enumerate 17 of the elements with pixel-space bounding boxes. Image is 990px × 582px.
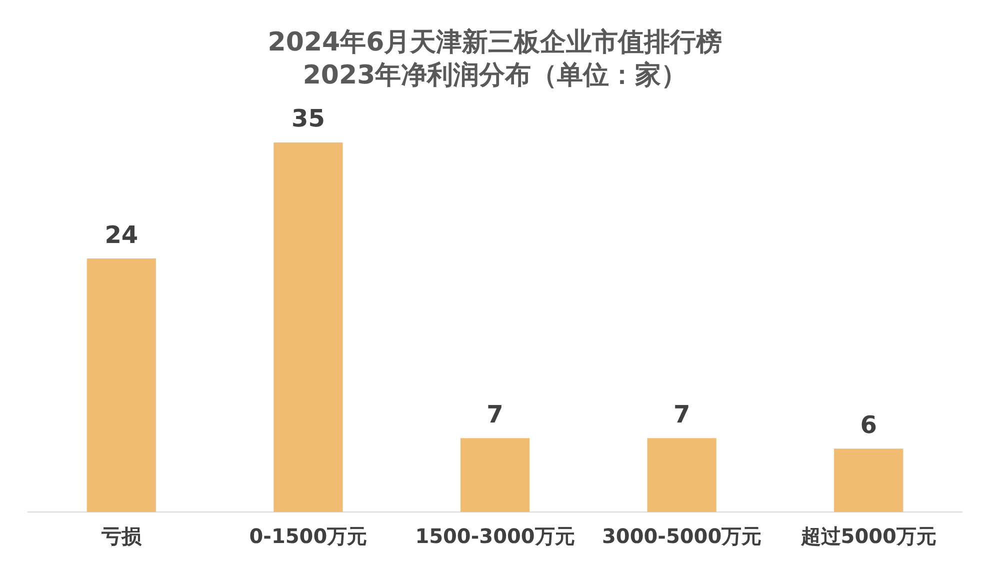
bar xyxy=(834,448,904,512)
data-label: 24 xyxy=(104,220,138,249)
chart-title: 2024年6月天津新三板企业市值排行榜 xyxy=(268,27,722,58)
bar xyxy=(86,258,156,512)
bar xyxy=(274,142,343,512)
x-tick-label: 超过5000万元 xyxy=(800,524,936,548)
x-tick-label: 3000-5000万元 xyxy=(602,524,762,548)
x-tick-label: 1500-3000万元 xyxy=(415,524,575,548)
data-label: 7 xyxy=(486,400,504,428)
bar xyxy=(460,438,530,512)
chart-subtitle: 2023年净利润分布（单位：家） xyxy=(302,60,688,91)
data-label: 6 xyxy=(860,410,877,439)
x-tick-label: 0-1500万元 xyxy=(249,524,368,548)
x-tick-label: 亏损 xyxy=(100,524,142,548)
data-label: 7 xyxy=(673,400,690,428)
data-label: 35 xyxy=(291,104,325,133)
bar xyxy=(647,438,716,512)
